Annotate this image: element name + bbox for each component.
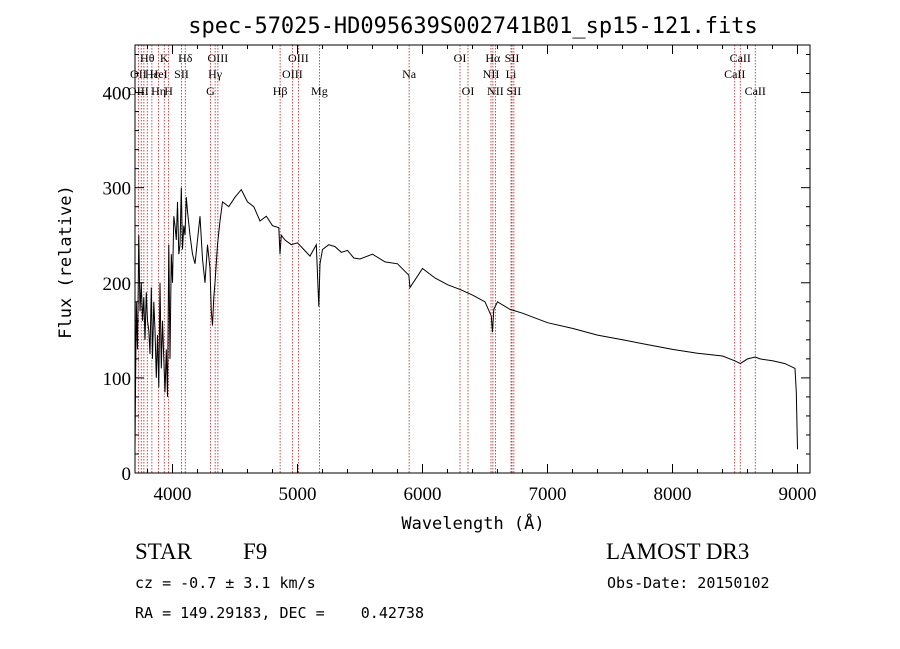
spectral-line-label: SII: [174, 67, 189, 81]
spectral-line-label: OIII: [288, 51, 309, 65]
plot-frame: [134, 44, 811, 474]
spectral-line-label: Hθ: [140, 51, 155, 65]
spectral-line-label: Hδ: [178, 51, 193, 65]
spectral-line-label: OIII: [282, 67, 303, 81]
spectral-line-label: SII: [507, 84, 522, 98]
spectral-line-label: Li: [506, 67, 517, 81]
spectral-line-label: Na: [402, 67, 417, 81]
spectral-line-markers: [137, 45, 756, 473]
spectral-line-label: Hα: [485, 51, 501, 65]
spectrum-series-line: [134, 187, 798, 450]
spectral-line-label: HeI: [150, 67, 168, 81]
x-tick-label: 6000: [404, 484, 442, 505]
x-tick-label: 7000: [529, 484, 567, 505]
spectral-line-label: Hε: [145, 67, 159, 81]
spectral-line-label: NII: [487, 84, 504, 98]
spectral-line-label: Hβ: [273, 84, 288, 98]
x-tick-label: 9000: [779, 484, 817, 505]
object-class: STAR: [135, 539, 192, 564]
y-tick-label: 100: [103, 369, 132, 390]
y-axis: 0 100 200 300 400: [103, 54, 810, 485]
x-axis-label: Wavelength (Å): [401, 512, 544, 534]
y-tick-label: 400: [103, 84, 132, 105]
y-tick-label: 0: [122, 464, 132, 485]
redshift-text: cz = -0.7 ± 3.1 km/s: [135, 574, 316, 592]
spectral-line-label: NII: [483, 67, 500, 81]
spectral-line-label: Hη: [151, 84, 166, 98]
spectral-line-label: SII: [505, 51, 520, 65]
spectral-line-label: G: [206, 84, 215, 98]
object-subclass: F9: [243, 539, 268, 564]
spectral-line-label: OIII: [208, 51, 229, 65]
spectral-line-label: CaII: [730, 51, 751, 65]
x-tick-label: 4000: [154, 484, 192, 505]
spectral-line-labels: HθOIIOIIIHεHηKHeIHHδSIIOIIIHγGOIIIOIIIHβ…: [128, 51, 766, 98]
x-axis: 4000 5000 6000 7000 8000 9000: [147, 45, 817, 505]
y-axis-label: Flux (relative): [56, 185, 76, 339]
spectral-line-label: OI: [462, 84, 475, 98]
chart-title: spec-57025-HD095639S002741B01_sp15-121.f…: [188, 14, 758, 39]
spectral-line-label: CaII: [745, 84, 766, 98]
x-tick-label: 8000: [654, 484, 692, 505]
y-tick-label: 300: [103, 179, 132, 200]
spectral-line-label: Mg: [311, 84, 328, 98]
obs-date: Obs-Date: 20150102: [607, 574, 770, 592]
spectral-line-label: K: [160, 51, 169, 65]
y-tick-label: 200: [103, 274, 132, 295]
spectral-line-label: OIII: [128, 84, 149, 98]
spectral-line-label: Hγ: [208, 67, 223, 81]
spectral-line-label: H: [164, 84, 173, 98]
survey-name: LAMOST DR3: [606, 539, 750, 564]
radec-text: RA = 149.29183, DEC = 0.42738: [135, 604, 424, 622]
spectral-line-label: OI: [454, 51, 467, 65]
spectral-line-label: CaII: [724, 67, 745, 81]
x-tick-label: 5000: [279, 484, 317, 505]
